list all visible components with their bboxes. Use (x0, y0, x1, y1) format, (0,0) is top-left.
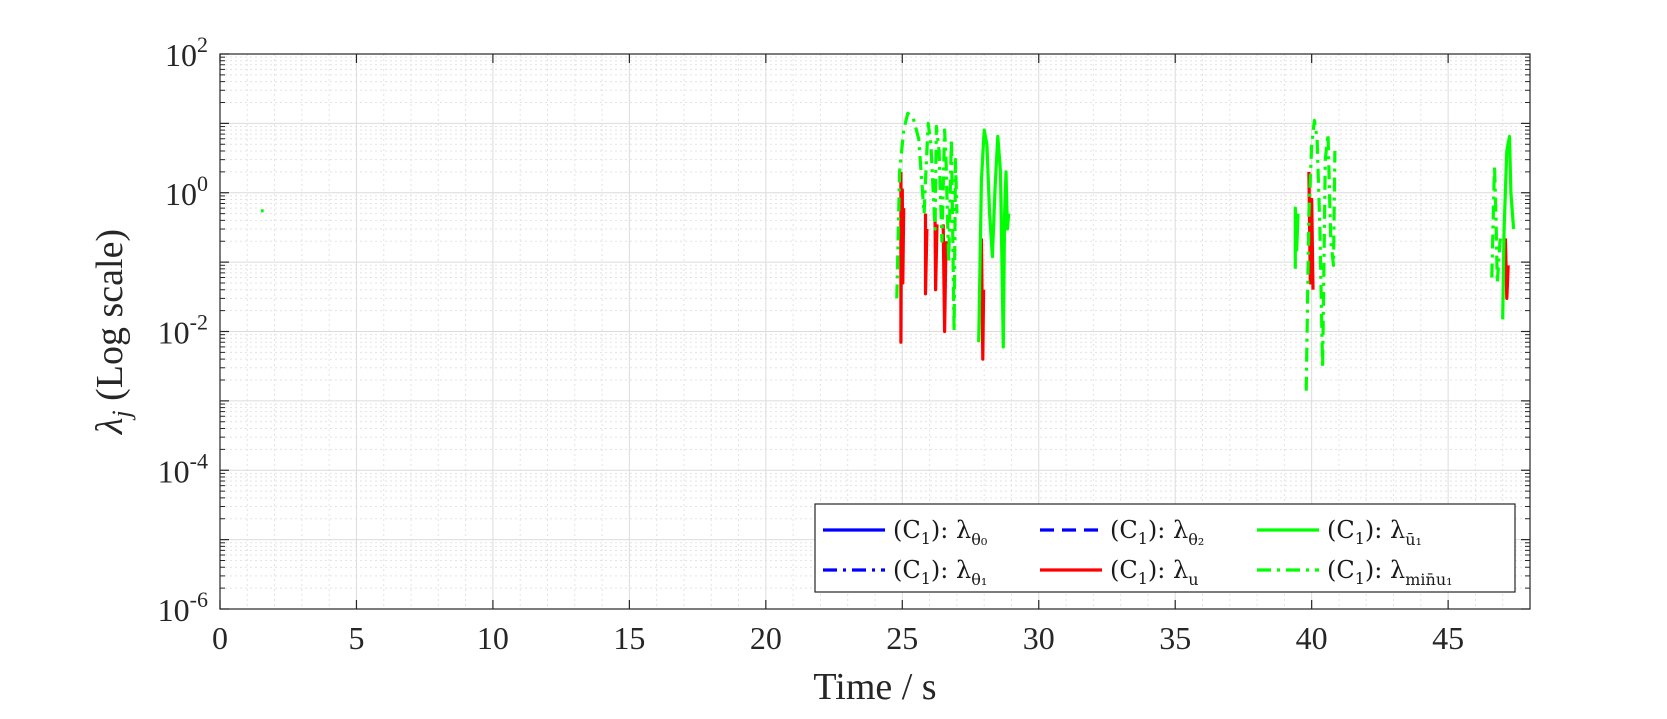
axis-labels: Time / s λj (Log scale) (89, 229, 937, 708)
legend-label: (C1): λθ₁ (893, 556, 987, 589)
x-tick-label: 40 (1296, 620, 1328, 656)
y-tick-label: 102 (165, 32, 208, 73)
x-axis-label: Time / s (813, 666, 936, 708)
tick-labels: 0 5 10 15 20 25 30 35 40 45 10-6 10-4 10-2 100 102 (158, 32, 1464, 656)
series-line-5 (260, 128, 1516, 349)
y-tick-label: 10-4 (158, 448, 208, 489)
legend-label: (C1): λθ₀ (893, 516, 987, 549)
y-tick-label: 100 (165, 171, 208, 212)
y-axis-label: λj (Log scale) (89, 229, 136, 435)
y-tick-label: 10-6 (158, 587, 208, 628)
legend-label: (C1): λmin̄u₁ (1327, 556, 1453, 589)
x-tick-label: 0 (212, 620, 228, 656)
x-tick-label: 20 (750, 620, 782, 656)
series-line-4 (899, 171, 1510, 361)
x-tick-label: 5 (348, 620, 364, 656)
legend-label: (C1): λθ₂ (1110, 516, 1204, 549)
x-tick-label: 15 (613, 620, 645, 656)
legend-label: (C1): λū₁ (1327, 516, 1422, 549)
legend-label: (C1): λu (1110, 556, 1199, 589)
series-line-6 (895, 111, 1505, 391)
x-tick-label: 10 (477, 620, 509, 656)
legend-box (814, 503, 1516, 593)
series-layer (260, 111, 1516, 391)
legend: (C1): λθ₀ (C1): λθ₁ (C1): λθ₂ (C1): λu (C1):… (814, 503, 1516, 593)
x-tick-label: 45 (1432, 620, 1464, 656)
y-tick-label: 10-2 (158, 310, 208, 351)
x-tick-label: 30 (1023, 620, 1055, 656)
x-tick-label: 25 (886, 620, 918, 656)
x-tick-label: 35 (1159, 620, 1191, 656)
axes (219, 53, 1531, 610)
